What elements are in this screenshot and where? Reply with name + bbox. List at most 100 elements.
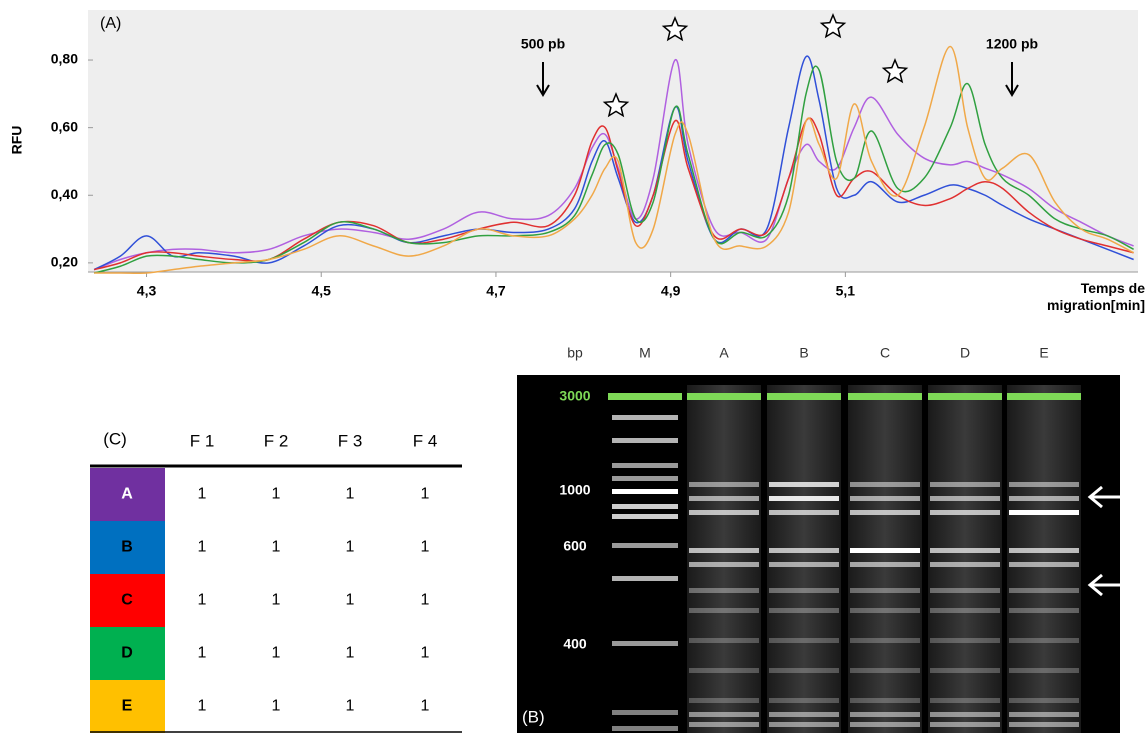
- top-band: [608, 393, 682, 400]
- arrow: [536, 62, 550, 97]
- band: [689, 638, 759, 643]
- lane-label: C: [880, 345, 890, 361]
- band: [612, 641, 678, 646]
- band: [769, 562, 839, 567]
- lane: [767, 385, 841, 733]
- band: [930, 722, 1000, 727]
- x-tick-label: 4,7: [486, 283, 506, 299]
- row-header: B: [121, 539, 133, 556]
- star: [881, 58, 909, 84]
- cell: 1: [346, 698, 355, 715]
- band: [612, 489, 678, 494]
- cell: 1: [421, 592, 430, 609]
- band: [1009, 668, 1079, 673]
- band: [850, 496, 920, 501]
- row-color: [90, 521, 165, 574]
- cell: 1: [346, 539, 355, 556]
- data-line: [94, 45, 1134, 275]
- gel-unit: bp: [567, 345, 583, 361]
- top-band: [1007, 393, 1081, 400]
- band: [930, 510, 1000, 515]
- lane-label: M: [639, 345, 651, 361]
- marker-label: 1000: [559, 482, 590, 498]
- column-header: F 2: [264, 431, 289, 450]
- band: [930, 608, 1000, 613]
- band: [930, 668, 1000, 673]
- cell: 1: [421, 539, 430, 556]
- band: [1009, 510, 1079, 515]
- band: [850, 588, 920, 593]
- band: [612, 543, 678, 548]
- band: [612, 504, 678, 509]
- band: [769, 712, 839, 717]
- cell: 1: [346, 592, 355, 609]
- band: [930, 562, 1000, 567]
- cell: 1: [346, 486, 355, 503]
- lane-label: D: [960, 345, 970, 361]
- band: [689, 712, 759, 717]
- cell: 1: [198, 592, 207, 609]
- y-tick-label: 0,20: [51, 254, 78, 270]
- row-color: [90, 574, 165, 627]
- band: [1009, 588, 1079, 593]
- table: (C) F 1 F 2 F 3 F 4 A 1 1 1 1 B 1 1 1 1 C 1 1 1 1 D 1 1 1 1 E 1 1 1 1: [90, 429, 462, 733]
- arrow: [1087, 485, 1140, 509]
- plot-background: [88, 10, 1138, 272]
- data-line: [93, 59, 1134, 271]
- lane: [848, 385, 922, 733]
- cell: 1: [421, 645, 430, 662]
- band: [850, 608, 920, 613]
- band: [1009, 496, 1079, 501]
- cell: 1: [198, 645, 207, 662]
- band: [930, 496, 1000, 501]
- cell: 1: [272, 539, 281, 556]
- x-tick-label: 4,5: [312, 283, 332, 299]
- band: [689, 608, 759, 613]
- arrow: [1087, 573, 1140, 597]
- cell: 1: [272, 645, 281, 662]
- band: [850, 562, 920, 567]
- band: [769, 608, 839, 613]
- y-tick-label: 0,40: [51, 186, 78, 202]
- band: [930, 548, 1000, 553]
- band: [689, 496, 759, 501]
- band: [930, 698, 1000, 703]
- lane: [1007, 385, 1081, 733]
- cell: 1: [421, 698, 430, 715]
- row-color: [90, 468, 165, 521]
- marker-label: 400: [563, 636, 587, 652]
- band: [850, 712, 920, 717]
- cell: 1: [198, 698, 207, 715]
- band: [1009, 722, 1079, 727]
- band: [1009, 712, 1079, 717]
- band: [769, 638, 839, 643]
- band: [689, 698, 759, 703]
- band: [1009, 638, 1079, 643]
- band: [689, 588, 759, 593]
- band: [689, 668, 759, 673]
- column-header: F 3: [338, 431, 363, 450]
- marker-label: 600: [563, 538, 587, 554]
- gel-arrows: [1087, 485, 1140, 597]
- band: [850, 668, 920, 673]
- band: [689, 722, 759, 727]
- band: [769, 496, 839, 501]
- band: [689, 548, 759, 553]
- lane: [928, 385, 1002, 733]
- band: [1009, 698, 1079, 703]
- top-band: [928, 393, 1002, 400]
- band: [612, 710, 678, 715]
- band: [769, 482, 839, 487]
- cell: 1: [272, 486, 281, 503]
- annotation: (A): [100, 15, 121, 32]
- x-tick-label: 5,1: [836, 283, 856, 299]
- annotation: 1200 pb: [986, 36, 1038, 52]
- band: [930, 712, 1000, 717]
- marker-label: 3000: [559, 388, 590, 404]
- data-line: [93, 65, 1134, 274]
- table-label: (C): [103, 429, 127, 448]
- annotation: 500 pb: [521, 36, 565, 52]
- band: [612, 415, 678, 420]
